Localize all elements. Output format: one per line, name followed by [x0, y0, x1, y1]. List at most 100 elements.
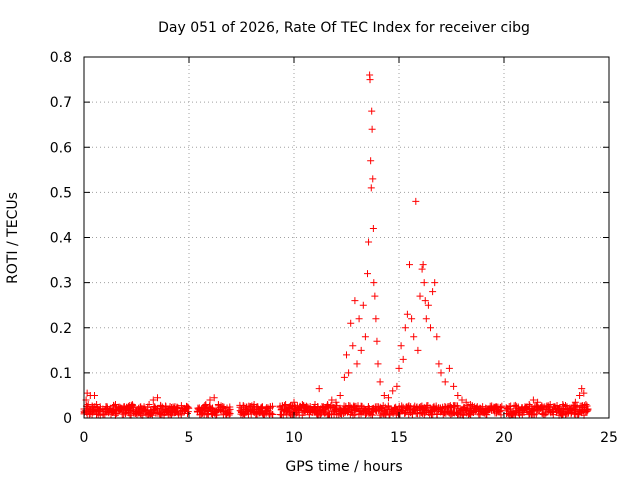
roti-point — [538, 403, 546, 411]
roti-point — [578, 385, 586, 393]
axes-layer: 0 5 10 15 20 25 0 0.1 0.2 0.3 0.4 0.5 0.6 0.7 0.8 — [50, 50, 618, 446]
roti-point — [361, 333, 369, 341]
roti-point — [435, 360, 443, 368]
roti-point — [475, 405, 483, 413]
roti-point — [328, 396, 336, 404]
roti-point-baseline — [177, 411, 185, 419]
roti-point — [343, 351, 350, 359]
roti-point — [513, 407, 521, 415]
roti-point-baseline — [450, 403, 458, 411]
roti-point — [158, 405, 166, 413]
roti-point-baseline — [184, 403, 192, 411]
roti-point — [550, 403, 558, 411]
x-tick-label: 10 — [285, 430, 303, 446]
roti-point — [103, 403, 111, 411]
roti-point — [571, 398, 579, 406]
roti-point — [214, 400, 222, 408]
roti-point — [286, 403, 294, 411]
roti-point — [145, 400, 153, 408]
roti-point — [437, 369, 445, 377]
roti-point — [219, 405, 227, 413]
grid-layer — [84, 57, 609, 418]
roti-point — [372, 315, 380, 323]
roti-point — [433, 333, 441, 341]
roti-point — [107, 407, 115, 415]
roti-point — [416, 292, 424, 300]
roti-point — [223, 407, 231, 415]
y-tick-label: 0.7 — [50, 95, 72, 111]
roti-point — [315, 385, 323, 393]
roti-point — [479, 407, 487, 415]
x-tick-label: 5 — [185, 430, 194, 446]
roti-point — [250, 400, 258, 408]
roti-point — [238, 405, 245, 413]
roti-point — [506, 405, 514, 413]
roti-point — [367, 184, 375, 192]
roti-point — [141, 405, 149, 413]
roti-point — [389, 387, 397, 395]
roti-point-baseline — [583, 402, 591, 410]
roti-point — [534, 398, 542, 406]
y-tick-label: 0.8 — [50, 50, 72, 66]
roti-point — [555, 405, 563, 413]
roti-point — [406, 261, 413, 269]
roti-point — [424, 301, 432, 309]
roti-point-baseline — [239, 401, 247, 409]
roti-point-baseline — [267, 409, 275, 417]
roti-point-baseline — [498, 402, 506, 410]
y-tick-label: 0.3 — [50, 276, 72, 292]
roti-point — [580, 389, 588, 397]
roti-point — [376, 378, 384, 386]
roti-point-baseline — [225, 411, 233, 419]
roti-point — [277, 405, 285, 413]
roti-point — [450, 382, 458, 390]
roti-point — [345, 369, 353, 377]
roti-point — [95, 407, 103, 415]
roti-point — [290, 398, 298, 406]
roti-point — [177, 407, 185, 415]
roti-point — [206, 396, 214, 404]
roti-point — [294, 405, 302, 413]
roti-point — [259, 403, 266, 411]
roti-point — [112, 400, 119, 408]
roti-point — [319, 403, 327, 411]
x-axis-label: GPS time / hours — [285, 459, 402, 475]
roti-point — [462, 398, 470, 406]
roti-point — [471, 403, 479, 411]
x-tick-label: 0 — [80, 430, 89, 446]
roti-point-baseline — [312, 407, 320, 415]
roti-point — [576, 391, 584, 399]
roti-point — [198, 405, 206, 413]
x-tick-label: 15 — [390, 430, 408, 446]
points-layer — [80, 71, 592, 419]
y-tick-label: 0.6 — [50, 140, 72, 156]
roti-point — [84, 400, 92, 408]
roti-point — [420, 279, 428, 287]
y-tick-label: 0 — [63, 411, 72, 427]
roti-point-baseline — [496, 404, 504, 412]
roti-point — [263, 407, 271, 415]
roti-point — [529, 396, 537, 404]
roti-point — [133, 407, 140, 415]
roti-point — [124, 405, 132, 413]
roti-point — [494, 407, 502, 415]
roti-point-baseline — [351, 410, 359, 418]
roti-point — [303, 403, 311, 411]
roti-point — [170, 405, 178, 413]
roti-point — [490, 405, 497, 413]
roti-point — [324, 400, 332, 408]
roti-point-baseline — [358, 402, 366, 410]
roti-point — [254, 405, 262, 413]
roti-point — [546, 400, 554, 408]
roti-point — [419, 261, 427, 269]
roti-point — [393, 382, 401, 390]
roti-point — [368, 107, 376, 115]
roti-point — [336, 391, 344, 399]
roti-point — [351, 297, 359, 305]
roti-point — [584, 405, 592, 413]
roti-point — [370, 279, 378, 287]
roti-point-baseline — [185, 404, 193, 412]
roti-point — [99, 405, 107, 413]
roti-point — [408, 315, 416, 323]
roti-point-baseline — [502, 404, 510, 412]
